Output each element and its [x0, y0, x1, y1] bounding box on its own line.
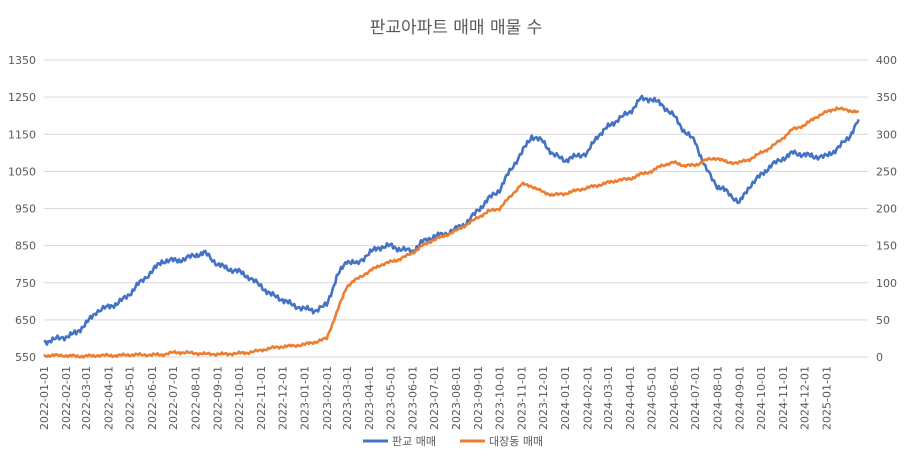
left-y-axis: 550 650 750 850 950 1050 1150 1250 1350: [8, 54, 36, 364]
right-tick-label: 100: [876, 277, 897, 290]
x-tick-label: 2023-07-01: [428, 366, 441, 430]
right-tick-label: 200: [876, 203, 897, 216]
x-tick-label: 2023-06-01: [406, 366, 419, 430]
left-tick-label: 1350: [8, 54, 36, 67]
gridlines: [44, 59, 868, 358]
legend-label-pangyo: 판교 매매: [392, 435, 436, 448]
x-tick-label: 2022-06-01: [146, 366, 159, 430]
x-tick-label: 2023-02-01: [321, 366, 334, 430]
x-tick-label: 2024-01-01: [559, 366, 572, 430]
x-tick-label: 2022-12-01: [276, 366, 289, 430]
x-tick-label: 2023-01-01: [299, 366, 312, 430]
left-tick-label: 850: [15, 240, 36, 253]
series-line-pangyo: [43, 94, 860, 346]
right-tick-label: 0: [876, 351, 883, 364]
left-tick-label: 550: [15, 351, 36, 364]
right-tick-label: 50: [876, 314, 890, 327]
series-lines: [43, 94, 860, 359]
x-tick-label: 2022-05-01: [124, 366, 137, 430]
x-tick-label: 2022-08-01: [189, 366, 202, 430]
left-tick-label: 750: [15, 277, 36, 290]
x-tick-label: 2024-11-01: [777, 366, 790, 430]
x-tick-label: 2024-03-01: [602, 366, 615, 430]
x-tick-label: 2023-05-01: [384, 366, 397, 430]
x-tick-label: 2023-12-01: [537, 366, 550, 430]
right-tick-label: 250: [876, 165, 897, 178]
x-tick-label: 2024-05-01: [646, 366, 659, 430]
legend: 판교 매매 대장동 매매: [363, 435, 543, 448]
x-tick-label: 2025-01-01: [821, 366, 834, 430]
x-tick-label: 2023-09-01: [472, 366, 485, 430]
x-tick-label: 2024-07-01: [689, 366, 702, 430]
x-tick-label: 2022-02-01: [60, 366, 73, 430]
chart-title: 판교아파트 매매 매물 수: [370, 18, 543, 38]
left-tick-label: 1250: [8, 91, 36, 104]
x-tick-label: 2023-10-01: [494, 366, 507, 430]
x-tick-label: 2022-07-01: [167, 366, 180, 430]
legend-label-daejangdong: 대장동 매매: [489, 435, 543, 448]
x-tick-label: 2022-09-01: [212, 366, 225, 430]
right-tick-label: 400: [876, 54, 897, 67]
left-tick-label: 1150: [8, 128, 36, 141]
right-y-axis: 0 50 100 150 200 250 300 350 400: [876, 54, 897, 364]
x-tick-label: 2024-06-01: [668, 366, 681, 430]
x-tick-label: 2022-04-01: [102, 366, 115, 430]
x-tick-label: 2024-09-01: [733, 366, 746, 430]
x-tick-label: 2022-03-01: [80, 366, 93, 430]
x-tick-label: 2022-10-01: [233, 366, 246, 430]
left-tick-label: 950: [15, 203, 36, 216]
left-tick-label: 1050: [8, 165, 36, 178]
series-line-daejangdong: [43, 106, 860, 359]
x-tick-label: 2024-08-01: [711, 366, 724, 430]
x-tick-label: 2024-04-01: [624, 366, 637, 430]
right-tick-label: 150: [876, 240, 897, 253]
left-tick-label: 650: [15, 314, 36, 327]
x-tick-label: 2023-08-01: [450, 366, 463, 430]
x-axis: 2022-01-01 2022-02-01 2022-03-01 2022-04-01…: [38, 366, 834, 430]
x-tick-label: 2022-01-01: [38, 366, 51, 430]
right-tick-label: 300: [876, 128, 897, 141]
x-tick-label: 2022-11-01: [255, 366, 268, 430]
x-tick-label: 2024-12-01: [798, 366, 811, 430]
x-tick-label: 2023-11-01: [516, 366, 529, 430]
x-tick-label: 2024-02-01: [581, 366, 594, 430]
right-tick-label: 350: [876, 91, 897, 104]
x-tick-label: 2023-04-01: [363, 366, 376, 430]
x-tick-label: 2023-03-01: [341, 366, 354, 430]
x-tick-label: 2024-10-01: [755, 366, 768, 430]
